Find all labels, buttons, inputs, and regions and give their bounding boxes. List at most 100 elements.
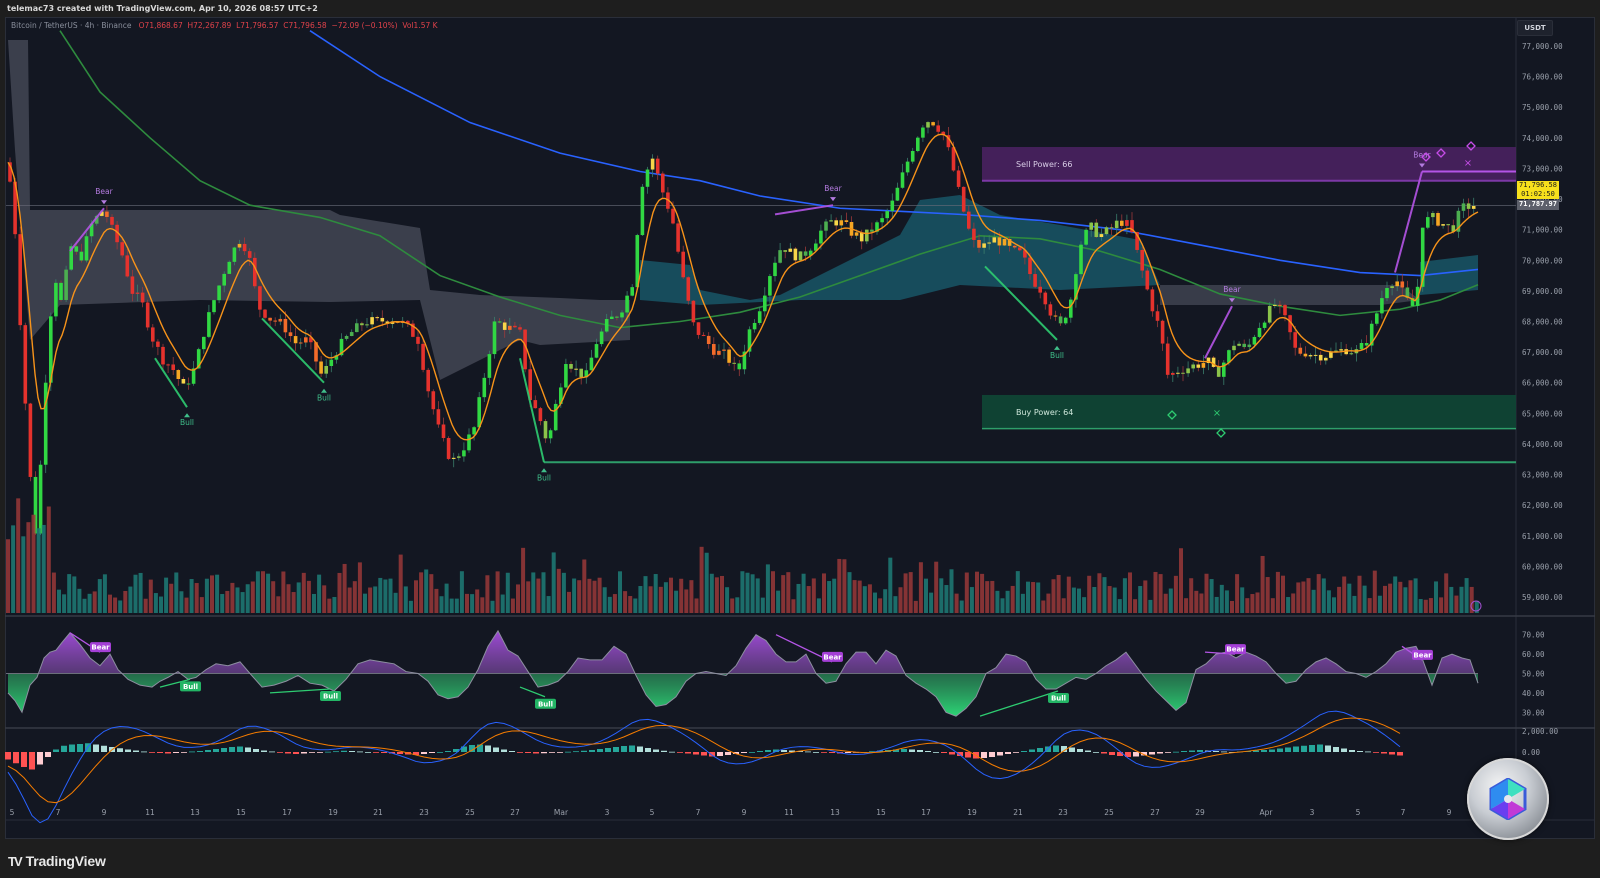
bull-signal-label: Bull (317, 394, 331, 403)
candle (1211, 357, 1216, 367)
volume-bar (1250, 594, 1255, 613)
osc-bull-badge (180, 681, 201, 692)
macd-histogram-bar (229, 747, 235, 752)
volume-bar (516, 584, 520, 613)
volume-bar (755, 578, 760, 613)
volume-bar (669, 577, 673, 613)
macd-histogram-bar (589, 750, 595, 752)
candle (803, 251, 808, 256)
candle (426, 369, 430, 392)
macd-histogram-bar (485, 745, 491, 752)
candle (416, 336, 420, 344)
volume-bar (531, 572, 536, 613)
volume-bar (1117, 599, 1122, 613)
macd-histogram-bar (757, 751, 763, 752)
bear-arrow-icon (1419, 163, 1425, 168)
volume-bar (1444, 573, 1449, 613)
volume-bar (893, 596, 898, 613)
volume-bar (113, 597, 118, 613)
volume-bar (1260, 555, 1265, 613)
volume-bar (322, 585, 327, 613)
candle (518, 327, 522, 330)
volume-bar (934, 561, 939, 613)
osc-badge-label: Bull (183, 683, 198, 691)
candle (370, 317, 374, 325)
candle (1257, 327, 1262, 337)
macd-histogram-bar (189, 751, 195, 753)
volume-bar (444, 583, 449, 613)
candle (451, 457, 456, 459)
candle (298, 342, 303, 344)
volume-bar (1357, 575, 1362, 613)
currency-label[interactable]: USDT (1517, 20, 1553, 36)
macd-histogram-bar (1181, 751, 1187, 752)
volume-bar (653, 574, 658, 613)
macd-histogram-bar (381, 752, 387, 753)
candle (186, 383, 191, 385)
macd-histogram-bar (1309, 745, 1315, 752)
macd-histogram-bar (477, 744, 483, 752)
candle (176, 370, 181, 379)
volume-bar (97, 579, 102, 613)
symbol-title[interactable]: Bitcoin / TetherUS · 4h · Binance (11, 21, 132, 30)
candle (1099, 234, 1104, 238)
volume-bar (291, 592, 296, 613)
candle (523, 329, 527, 370)
candle (630, 287, 634, 296)
volume-bar (1036, 582, 1041, 613)
candle (747, 329, 752, 352)
macd-histogram-bar (1133, 752, 1139, 757)
volume-bar (730, 598, 735, 613)
macd-histogram-bar (1165, 752, 1171, 753)
volume-bar (878, 598, 883, 613)
time-tick-label: 9 (742, 808, 747, 817)
volume-bar (317, 574, 322, 613)
diamond-marker-icon (1216, 428, 1226, 438)
volume-bar (26, 522, 31, 613)
time-tick-label: 19 (967, 808, 977, 817)
volume-bar (11, 525, 16, 613)
candle (819, 230, 823, 244)
candle (74, 246, 79, 252)
candle (140, 292, 145, 303)
volume-bar (271, 581, 276, 613)
price-tick-label: 73,000.00 (1522, 164, 1563, 173)
macd-histogram-bar (101, 745, 107, 752)
macd-histogram-bar (301, 752, 307, 754)
macd-histogram-bar (69, 744, 75, 752)
macd-histogram-bar (645, 748, 651, 752)
candle (380, 317, 385, 322)
volume-bar (1071, 587, 1076, 613)
macd-histogram-bar (557, 752, 563, 753)
volume-bar (551, 552, 556, 613)
macd-histogram-bar (1125, 752, 1131, 757)
macd-histogram-bar (197, 751, 203, 752)
time-tick-label: 11 (784, 808, 794, 817)
macd-histogram-bar (957, 752, 963, 756)
candle (202, 336, 206, 350)
candle (1104, 227, 1109, 235)
volume-bar (245, 584, 250, 613)
volume-bar (852, 580, 857, 613)
price-tick-label: 76,000.00 (1522, 73, 1563, 82)
volume-bar (663, 582, 668, 613)
volume-bar (164, 577, 169, 613)
candle (1369, 323, 1374, 346)
ohlc-close: C71,796.58 (283, 21, 327, 30)
bear-signal-label: Bear (1223, 285, 1241, 294)
macd-histogram-bar (677, 752, 683, 753)
candle (686, 277, 691, 301)
ma-blue-line (309, 30, 1479, 277)
macd-histogram-bar (1253, 750, 1259, 752)
volume-bar (1393, 576, 1398, 613)
volume-bar (883, 589, 888, 613)
macd-histogram-bar (1021, 751, 1027, 752)
macd-histogram-bar (509, 751, 515, 752)
macd-line (7, 710, 1401, 824)
osc-badge-label: Bull (1051, 694, 1066, 702)
secondary-price-tag: 71,787.97 (1517, 200, 1559, 210)
volume-value: Vol1.57 K (402, 21, 438, 30)
candle (59, 282, 63, 300)
volume-bar (908, 572, 913, 613)
